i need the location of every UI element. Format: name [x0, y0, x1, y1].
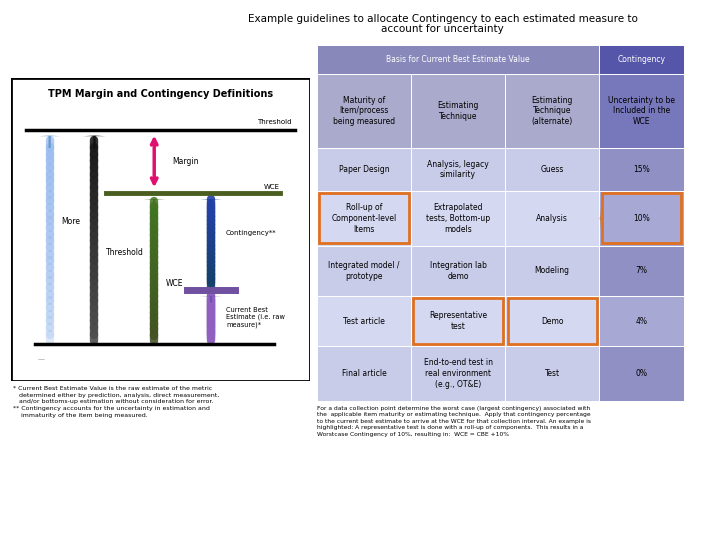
- Bar: [317, 74, 411, 148]
- Text: Threshold: Threshold: [257, 119, 292, 125]
- Bar: [505, 246, 599, 296]
- Bar: [599, 296, 684, 346]
- Text: 0%: 0%: [636, 369, 647, 378]
- Bar: [505, 148, 599, 191]
- Bar: [411, 191, 505, 246]
- Bar: [505, 346, 599, 401]
- Text: Contingency: Contingency: [618, 55, 665, 64]
- Text: Final article: Final article: [341, 369, 386, 378]
- Bar: [317, 148, 411, 191]
- Bar: [319, 193, 409, 244]
- Bar: [411, 74, 505, 148]
- Bar: [508, 299, 597, 343]
- Text: 4%: 4%: [636, 316, 647, 326]
- Bar: [413, 299, 503, 343]
- Text: Contingency**: Contingency**: [226, 230, 276, 235]
- Bar: [317, 246, 411, 296]
- Text: Representative
test: Representative test: [429, 311, 487, 331]
- Text: Example guidelines to allocate Contingency to each estimated measure to: Example guidelines to allocate Contingen…: [248, 14, 638, 24]
- Bar: [505, 296, 599, 346]
- Text: * Current Best Estimate Value is the raw estimate of the metric
   determined ei: * Current Best Estimate Value is the raw…: [13, 386, 219, 417]
- Text: WCE: WCE: [166, 279, 184, 288]
- Text: —: —: [37, 356, 45, 362]
- Bar: [411, 148, 505, 191]
- Text: Extrapolated
tests, Bottom-up
models: Extrapolated tests, Bottom-up models: [426, 203, 490, 234]
- Text: Test: Test: [544, 369, 560, 378]
- Text: Margin: Margin: [172, 157, 199, 166]
- Text: Demo: Demo: [541, 316, 564, 326]
- Text: More: More: [62, 218, 81, 226]
- Text: Uncertainty to be
Included in the
WCE: Uncertainty to be Included in the WCE: [608, 96, 675, 126]
- Text: Threshold: Threshold: [107, 248, 144, 256]
- Text: 10%: 10%: [633, 214, 650, 223]
- Text: Analysis, legacy
similarity: Analysis, legacy similarity: [427, 159, 489, 179]
- Bar: [599, 148, 684, 191]
- Bar: [602, 193, 681, 244]
- Text: Paper Design: Paper Design: [338, 165, 390, 174]
- Text: Integration lab
demo: Integration lab demo: [430, 261, 487, 281]
- Text: 15%: 15%: [633, 165, 650, 174]
- Text: TPM Margin and Contingency Definitions: TPM Margin and Contingency Definitions: [48, 89, 273, 99]
- Text: End-to-end test in
real environment
(e.g., OT&E): End-to-end test in real environment (e.g…: [423, 359, 492, 389]
- Bar: [599, 45, 684, 74]
- Text: Current Best
Estimate (i.e. raw
measure)*: Current Best Estimate (i.e. raw measure)…: [226, 307, 285, 328]
- Text: Maturity of
Item/process
being measured: Maturity of Item/process being measured: [333, 96, 395, 126]
- Text: Guess: Guess: [541, 165, 564, 174]
- Bar: [317, 296, 411, 346]
- Text: Estimating
Technique: Estimating Technique: [437, 101, 479, 121]
- Text: WCE: WCE: [264, 184, 280, 190]
- Bar: [599, 74, 684, 148]
- Bar: [505, 191, 599, 246]
- Bar: [317, 191, 411, 246]
- Text: Estimating
Technique
(alternate): Estimating Technique (alternate): [531, 96, 573, 126]
- Text: 7%: 7%: [636, 266, 647, 275]
- Bar: [411, 346, 505, 401]
- Text: Analysis: Analysis: [536, 214, 568, 223]
- Bar: [599, 346, 684, 401]
- Text: Basis for Current Best Estimate Value: Basis for Current Best Estimate Value: [386, 55, 530, 64]
- Text: Modeling: Modeling: [535, 266, 570, 275]
- Bar: [411, 246, 505, 296]
- Bar: [599, 246, 684, 296]
- Bar: [505, 74, 599, 148]
- Text: Roll-up of
Component-level
Items: Roll-up of Component-level Items: [331, 203, 397, 234]
- Text: Test article: Test article: [343, 316, 384, 326]
- Bar: [599, 191, 684, 246]
- Bar: [411, 296, 505, 346]
- Bar: [317, 346, 411, 401]
- Text: For a data collection point determine the worst case (largest contingency) assoc: For a data collection point determine th…: [317, 406, 591, 437]
- Text: account for uncertainty: account for uncertainty: [382, 24, 504, 35]
- Text: Integrated model /
prototype: Integrated model / prototype: [328, 261, 400, 281]
- Bar: [317, 45, 599, 74]
